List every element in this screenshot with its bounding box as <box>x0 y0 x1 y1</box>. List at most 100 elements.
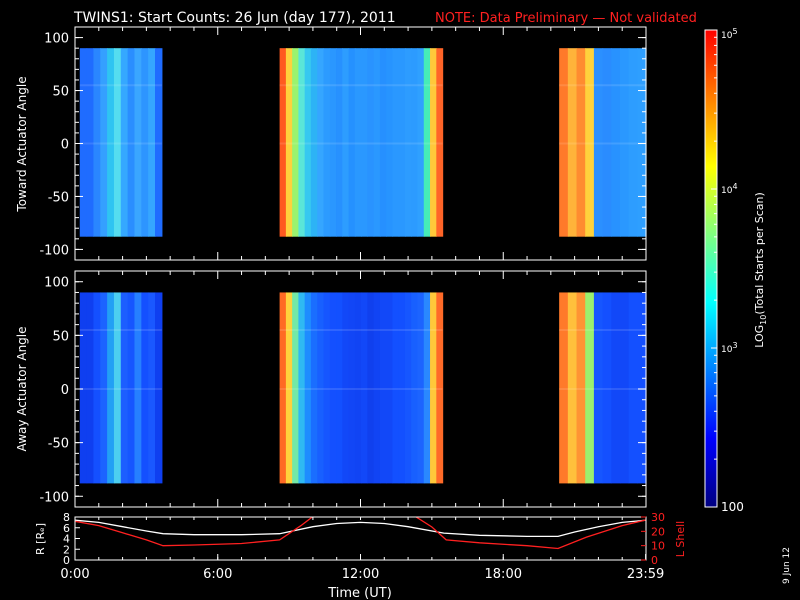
away-y-tick-label: 50 <box>52 329 69 344</box>
toward-heatmap-cell <box>134 48 142 237</box>
away-heatmap-cell <box>417 292 425 484</box>
away-heatmap-cell <box>134 292 142 484</box>
away-y-tick-label: -100 <box>39 490 69 505</box>
toward-heatmap-band <box>79 142 162 145</box>
toward-heatmap-cell <box>386 48 394 237</box>
away-heatmap-band <box>279 388 443 390</box>
x-axis-label: Time (UT) <box>327 586 392 600</box>
toward-heatmap-band <box>559 84 646 87</box>
toward-heatmap-cell <box>279 48 287 237</box>
colorbar-tick-label: 104 <box>721 182 738 196</box>
orbit-left-label: R [Rₑ] <box>34 523 47 555</box>
toward-heatmap-cell <box>310 48 318 237</box>
away-heatmap-cell <box>285 292 293 484</box>
away-y-tick-label: -50 <box>48 437 69 452</box>
toward-heatmap-cell <box>379 48 387 237</box>
toward-heatmap-cell <box>107 48 115 237</box>
orbit-left-tick-label: 8 <box>63 511 70 524</box>
toward-y-tick-label: 0 <box>61 138 69 153</box>
toward-heatmap-band <box>79 84 162 87</box>
orbit-right-tick-label: 30 <box>651 511 665 524</box>
toward-y-label: Toward Actuator Angle <box>15 76 29 212</box>
away-heatmap-cell <box>348 292 356 484</box>
away-heatmap-cell <box>367 292 375 484</box>
chart-title: TWINS1: Start Counts: 26 Jun (day 177), … <box>73 10 396 26</box>
colorbar-tick-base: 10 <box>721 31 733 41</box>
away-heatmap-cell <box>107 292 115 484</box>
away-heatmap-band <box>559 388 646 390</box>
side-date: 9 Jun 12 <box>782 547 792 584</box>
away-heatmap-band <box>79 329 162 331</box>
toward-heatmap-cell <box>619 48 630 237</box>
away-heatmap-band <box>279 329 443 331</box>
away-y-label: Away Actuator Angle <box>15 326 29 451</box>
toward-heatmap-cell <box>576 48 586 237</box>
colorbar-tick-label: 103 <box>721 341 738 355</box>
orbit-panel-frame <box>74 516 647 561</box>
away-heatmap-cell <box>323 292 331 484</box>
toward-y-tick-label: -50 <box>48 190 69 205</box>
toward-heatmap-cell <box>430 48 437 237</box>
toward-y-tick-label: 100 <box>44 32 69 47</box>
away-heatmap-band <box>79 388 162 390</box>
away-heatmap-cell <box>392 292 400 484</box>
away-heatmap-cell <box>361 292 368 484</box>
toward-heatmap-cell <box>373 48 381 237</box>
colorbar-tick-label: 100 <box>721 500 744 514</box>
radius-line <box>75 519 646 538</box>
toward-heatmap-cell <box>304 48 312 237</box>
away-heatmap-cell <box>411 292 419 484</box>
toward-heatmap-cell <box>285 48 293 237</box>
colorbar-label-main: LOG <box>753 325 766 348</box>
colorbar-tick-exp: 3 <box>732 341 737 350</box>
away-heatmap-cell <box>127 292 136 484</box>
colorbar-label-rest: (Total Starts per Scan) <box>753 192 766 314</box>
away-heatmap-cell <box>155 292 163 484</box>
toward-heatmap-cell <box>298 48 306 237</box>
toward-heatmap-cell <box>404 48 412 237</box>
away-heatmap-cell <box>628 292 638 484</box>
colorbar-tick-label: 105 <box>721 27 738 41</box>
colorbar-label: LOG10(Total Starts per Scan) <box>753 192 768 348</box>
orbit-right-tick-label: 0 <box>651 554 658 567</box>
toward-heatmap-cell <box>155 48 163 237</box>
toward-y-axis: 100 50 0 -50 -100 <box>39 27 647 260</box>
toward-heatmap-cell <box>113 48 122 237</box>
toward-heatmap-cell <box>317 48 325 237</box>
toward-heatmap-cell <box>593 48 604 237</box>
away-heatmap-cell <box>637 292 647 484</box>
away-heatmap-cell <box>567 292 578 484</box>
preliminary-note: NOTE: Data Preliminary — Not validated <box>435 11 697 26</box>
away-heatmap-cell <box>317 292 325 484</box>
away-heatmap-cell <box>79 292 88 484</box>
toward-heatmap-band <box>559 142 646 145</box>
toward-heatmap-cell <box>585 48 595 237</box>
x-tick-label: 6:00 <box>203 567 232 582</box>
toward-y-tick-label: -100 <box>39 243 69 258</box>
toward-heatmap <box>79 48 647 237</box>
orbit-left-tick-label: 2 <box>63 543 70 556</box>
away-heatmap-cell <box>386 292 394 484</box>
away-heatmap-cell <box>148 292 156 484</box>
colorbar-tick-base: 10 <box>721 186 733 196</box>
x-tick-label: 23:59 <box>627 567 664 582</box>
toward-heatmap-band <box>279 84 443 87</box>
orbit-right-label: L Shell <box>674 521 687 557</box>
away-heatmap-cell <box>93 292 101 484</box>
away-heatmap-cell <box>576 292 586 484</box>
toward-heatmap-cell <box>367 48 375 237</box>
away-heatmap-cell <box>398 292 406 484</box>
away-heatmap-cell <box>86 292 95 484</box>
away-heatmap-cell <box>336 292 343 484</box>
away-heatmap-cell <box>559 292 569 484</box>
toward-heatmap-cell <box>602 48 612 237</box>
toward-heatmap-cell <box>611 48 621 237</box>
away-heatmap-cell <box>141 292 149 484</box>
away-heatmap-cell <box>404 292 412 484</box>
lshell-line <box>75 517 646 550</box>
toward-heatmap-cell <box>392 48 400 237</box>
orbit-right-tick-label: 10 <box>651 540 665 553</box>
